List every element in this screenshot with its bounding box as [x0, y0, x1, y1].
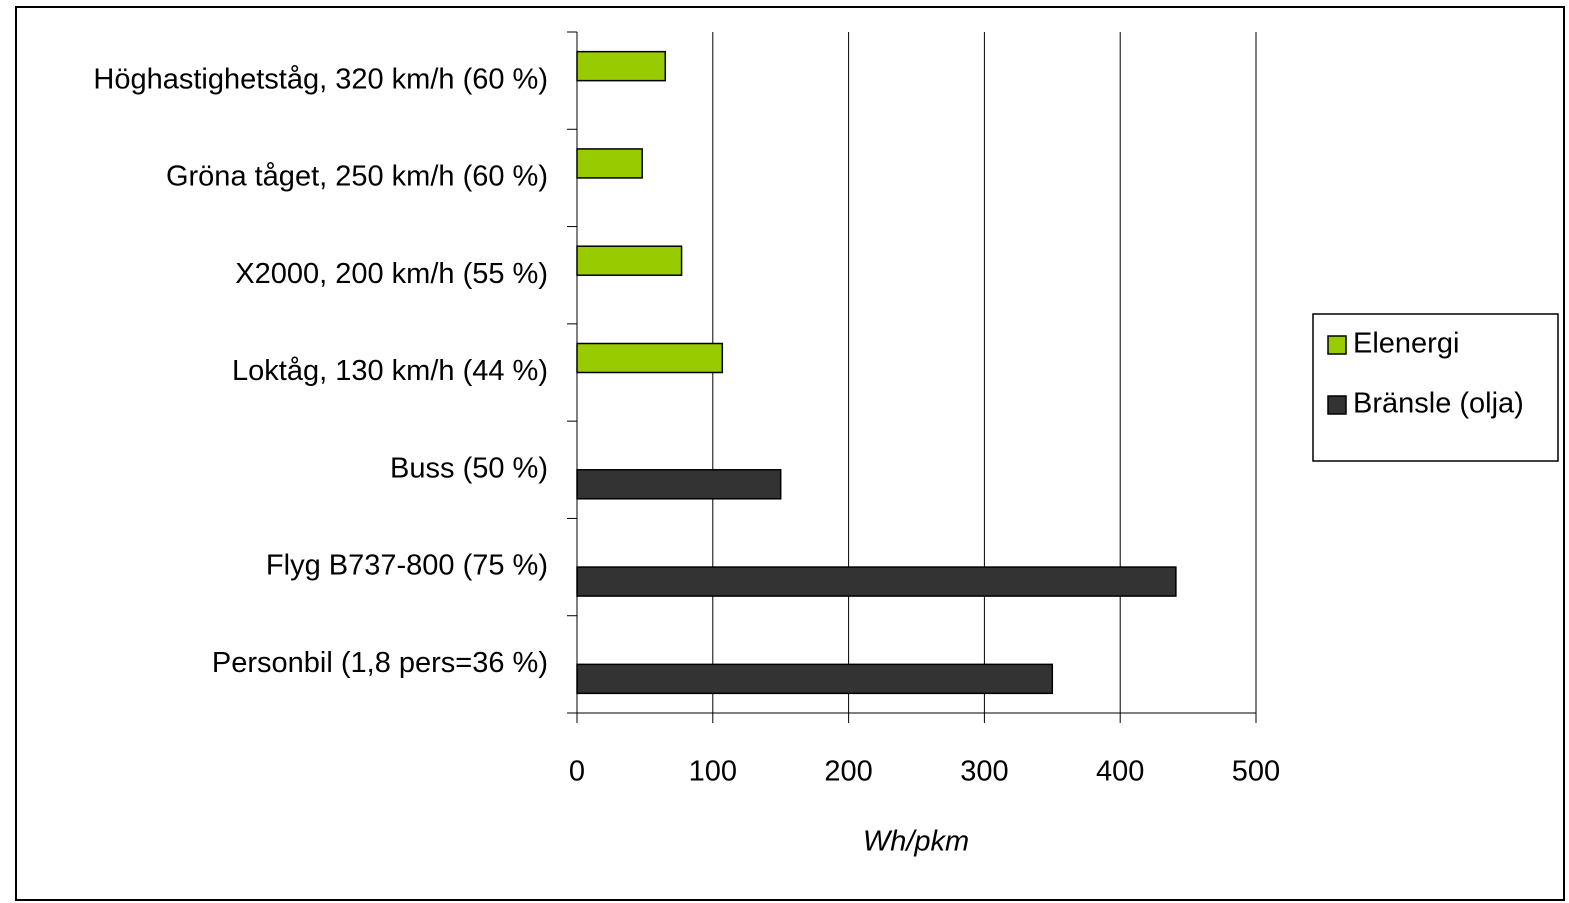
- y-tick-label: Buss (50 %): [390, 452, 548, 484]
- bar: [576, 663, 1054, 695]
- x-axis-title: Wh/pkm: [863, 826, 969, 858]
- bar: [576, 50, 667, 82]
- x-tick-label: 400: [1096, 756, 1144, 788]
- x-tick-label: 500: [1232, 756, 1280, 788]
- y-tick-label: Loktåg, 130 km/h (44 %): [232, 355, 548, 387]
- bar: [576, 245, 683, 276]
- y-tick-label: X2000, 200 km/h (55 %): [235, 258, 548, 290]
- legend-label: Elenergi: [1353, 328, 1459, 360]
- x-tick-label: 200: [824, 756, 872, 788]
- x-tick-label: 300: [960, 756, 1008, 788]
- chart-border: [15, 6, 1565, 901]
- x-tick-label: 0: [569, 756, 585, 788]
- legend-swatch: [1327, 335, 1347, 355]
- legend-label: Bränsle (olja): [1353, 388, 1524, 420]
- y-tick-label: Gröna tåget, 250 km/h (60 %): [166, 161, 548, 193]
- x-tick-label: 100: [689, 756, 737, 788]
- y-tick-label: Personbil (1,8 pers=36 %): [212, 647, 548, 679]
- y-tick-label: Flyg B737-800 (75 %): [266, 550, 548, 582]
- y-tick-label: Höghastighetståg, 320 km/h (60 %): [93, 63, 548, 95]
- bar: [576, 566, 1177, 597]
- legend-box: [1312, 313, 1559, 462]
- bar: [576, 469, 782, 500]
- legend-swatch: [1327, 395, 1347, 415]
- bar: [576, 342, 724, 374]
- bar: [576, 148, 643, 179]
